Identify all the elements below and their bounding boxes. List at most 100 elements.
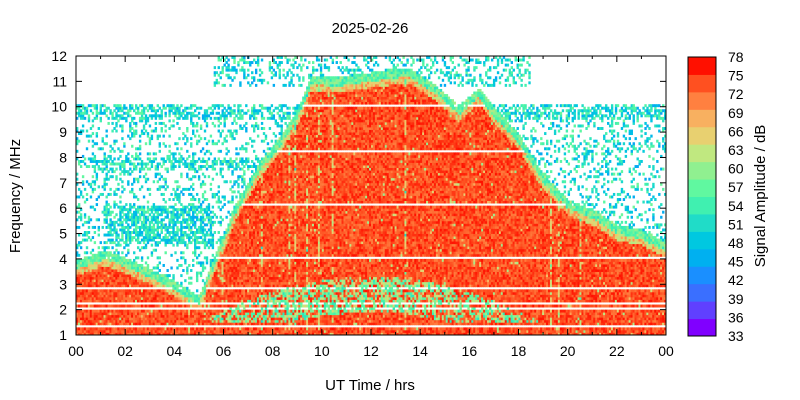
heatmap-cell [251, 251, 254, 255]
heatmap-cell [97, 218, 100, 222]
heatmap-cell [249, 312, 252, 316]
heatmap-cell [262, 327, 266, 331]
heatmap-cell [121, 137, 124, 141]
heatmap-cell [199, 322, 203, 326]
heatmap-cell [237, 238, 240, 242]
heatmap-cell [260, 185, 264, 189]
heatmap-cell [115, 279, 118, 283]
heatmap-cell [197, 253, 201, 257]
heatmap-cell [117, 271, 120, 275]
heatmap-cell [239, 243, 242, 247]
heatmap-cell [211, 215, 215, 219]
heatmap-cell [203, 289, 207, 293]
heatmap-cell [235, 208, 238, 212]
heatmap-cell [127, 322, 130, 326]
heatmap-cell [221, 296, 224, 300]
heatmap-cell [146, 256, 150, 260]
heatmap-cell [101, 327, 104, 331]
heatmap-cell [182, 218, 185, 222]
heatmap-cell [245, 291, 248, 295]
heatmap-cell [117, 218, 120, 222]
heatmap-cell [91, 180, 95, 184]
heatmap-cell [251, 299, 254, 303]
heatmap-cell [91, 261, 95, 265]
heatmap-cell [251, 198, 254, 201]
heatmap-cell [140, 299, 144, 303]
heatmap-cell [93, 279, 97, 283]
heatmap-cell [266, 198, 270, 201]
heatmap-cell [89, 195, 93, 199]
heatmap-cell [197, 329, 201, 333]
heatmap-cell [254, 274, 258, 278]
heatmap-cell [140, 291, 144, 295]
heatmap-cell [190, 114, 193, 118]
heatmap-cell [107, 106, 110, 110]
heatmap-cell [89, 276, 93, 280]
heatmap-cell [249, 246, 252, 250]
heatmap-cell [111, 314, 114, 318]
heatmap-cell [158, 329, 161, 333]
heatmap-cell [168, 329, 171, 333]
heatmap-cell [199, 299, 203, 303]
heatmap-cell [85, 289, 89, 293]
heatmap-cell [105, 203, 108, 207]
heatmap-cell [227, 276, 230, 280]
heatmap-cell [135, 223, 138, 227]
heatmap-cell [119, 289, 122, 293]
heatmap-cell [119, 263, 122, 267]
heatmap-cell [119, 106, 122, 110]
heatmap-cell [239, 296, 242, 300]
heatmap-cell [209, 266, 213, 270]
heatmap-cell [256, 317, 260, 321]
heatmap-cell [227, 68, 230, 72]
heatmap-cell [245, 279, 248, 283]
heatmap-cell [172, 187, 175, 191]
heatmap-cell [178, 195, 181, 199]
heatmap-cell [99, 256, 102, 260]
heatmap-cell [113, 192, 116, 196]
heatmap-cell [77, 329, 81, 333]
heatmap-cell [156, 309, 159, 313]
heatmap-cell [266, 195, 270, 199]
heatmap-cell [109, 322, 112, 326]
heatmap-cell [85, 271, 89, 275]
heatmap-cell [180, 294, 183, 298]
heatmap-cell [254, 180, 258, 184]
heatmap-cell [219, 289, 222, 293]
heatmap-cell [146, 281, 150, 285]
heatmap-cell [101, 296, 104, 300]
heatmap-cell [231, 291, 234, 295]
heatmap-cell [213, 167, 217, 171]
heatmap-cell [117, 276, 120, 280]
heatmap-cell [146, 119, 150, 123]
heatmap-cell [144, 327, 148, 331]
heatmap-cell [140, 213, 144, 217]
heatmap-cell [77, 241, 81, 245]
heatmap-cell [217, 266, 220, 270]
heatmap-cell [180, 304, 183, 308]
heatmap-cell [99, 111, 102, 115]
heatmap-cell [154, 114, 158, 118]
heatmap-cell [81, 258, 85, 262]
heatmap-cell [127, 231, 130, 234]
heatmap-cell [133, 281, 136, 285]
heatmap-cell [223, 195, 226, 199]
heatmap-cell [172, 314, 175, 318]
heatmap-cell [91, 281, 95, 285]
heatmap-cell [197, 294, 201, 298]
heatmap-cell [225, 269, 228, 272]
heatmap-cell [209, 261, 213, 265]
heatmap-cell [245, 127, 248, 130]
heatmap-cell [253, 314, 256, 318]
heatmap-cell [172, 317, 175, 321]
heatmap-cell [115, 177, 118, 181]
heatmap-cell [89, 309, 93, 313]
heatmap-cell [247, 190, 250, 194]
heatmap-cell [254, 276, 258, 280]
heatmap-cell [129, 127, 132, 130]
heatmap-cell [133, 215, 136, 219]
heatmap-cell [235, 314, 238, 318]
heatmap-cell [109, 304, 112, 308]
heatmap-cell [266, 266, 270, 270]
heatmap-cell [77, 291, 81, 295]
